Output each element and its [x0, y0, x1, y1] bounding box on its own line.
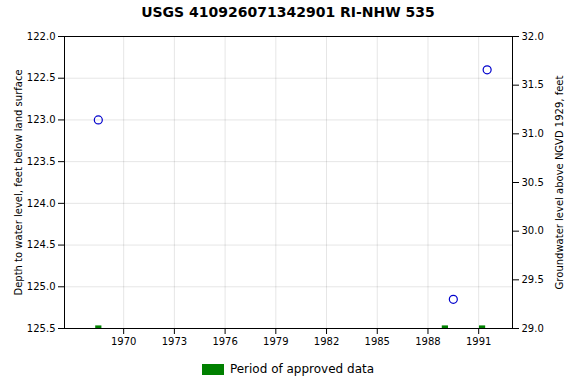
svg-text:123.0: 123.0 — [27, 114, 56, 125]
svg-text:1976: 1976 — [212, 336, 237, 347]
svg-text:1970: 1970 — [111, 336, 136, 347]
svg-text:31.0: 31.0 — [522, 128, 544, 139]
svg-text:30.5: 30.5 — [522, 177, 544, 188]
svg-text:1973: 1973 — [162, 336, 187, 347]
svg-text:1991: 1991 — [466, 336, 491, 347]
svg-text:122.0: 122.0 — [27, 31, 56, 42]
svg-text:Depth to water level, feet bel: Depth to water level, feet below land su… — [13, 69, 24, 295]
svg-text:1988: 1988 — [415, 336, 440, 347]
svg-text:32.0: 32.0 — [522, 31, 544, 42]
svg-text:31.5: 31.5 — [522, 79, 544, 90]
svg-text:123.5: 123.5 — [27, 156, 56, 167]
svg-text:124.5: 124.5 — [27, 239, 56, 250]
svg-text:125.0: 125.0 — [27, 281, 56, 292]
svg-text:1982: 1982 — [314, 336, 339, 347]
html-text:Period of approved data: Period of approved data — [229, 362, 375, 376]
svg-text:125.5: 125.5 — [27, 323, 56, 334]
svg-text:124.0: 124.0 — [27, 198, 56, 209]
svg-text:Groundwater level above NGVD 1: Groundwater level above NGVD 1929, feet — [554, 76, 565, 290]
svg-text:29.0: 29.0 — [522, 323, 544, 334]
svg-text:1979: 1979 — [263, 336, 288, 347]
svg-text:1985: 1985 — [365, 336, 390, 347]
html-text:USGS 410926071342901 RI-NHW 53: USGS 410926071342901 RI-NHW 535 — [141, 4, 435, 20]
svg-text:30.0: 30.0 — [522, 225, 544, 236]
svg-text:122.5: 122.5 — [27, 72, 56, 83]
svg-text:29.5: 29.5 — [522, 274, 544, 285]
